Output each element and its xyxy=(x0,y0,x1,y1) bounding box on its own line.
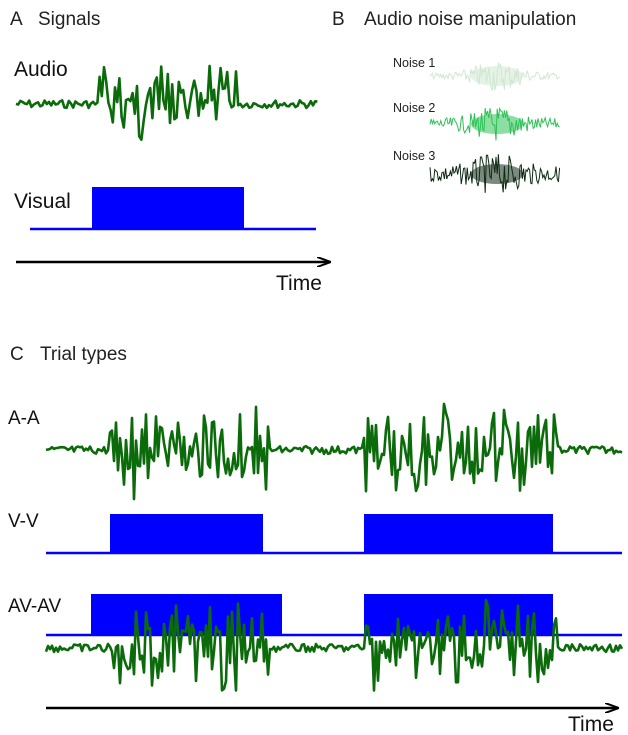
noise-1-waveform xyxy=(429,62,560,92)
trial-row-label-a-a: A-A xyxy=(8,408,40,429)
noise-1-envelope xyxy=(471,66,523,86)
audio-label: Audio xyxy=(14,58,68,81)
visual-label: Visual xyxy=(14,190,71,213)
v-v-visual-trace-on-block-2 xyxy=(364,514,553,553)
noise-1-trace xyxy=(429,62,560,92)
audio-trace xyxy=(15,64,318,141)
panel-b: B Audio noise manipulation Noise 1 Noise… xyxy=(332,9,576,193)
trial-traces xyxy=(44,402,624,692)
visual-trace-on-block-1 xyxy=(92,187,244,229)
trial-time-axis-label: Time xyxy=(568,713,614,735)
noise-3-label: Noise 3 xyxy=(393,149,435,163)
av-av-visual-trace-on-block-2 xyxy=(364,594,553,635)
panel-b-letter: B xyxy=(332,9,345,30)
noise-3-waveform xyxy=(429,154,561,193)
noise-1-label: Noise 1 xyxy=(393,56,435,70)
av-av-audio-trace xyxy=(44,598,624,692)
noise-2-waveform xyxy=(429,106,560,141)
a-a-audio-trace xyxy=(45,402,623,501)
noise-3-envelope xyxy=(471,164,523,184)
panel-a-letter: A xyxy=(10,9,23,30)
panel-a-title: Signals xyxy=(38,9,100,30)
audio-signal-waveform xyxy=(15,64,318,141)
v-v-visual-trace-on-block-1 xyxy=(110,514,263,553)
panel-a: A Signals Audio Visual Time xyxy=(10,9,330,295)
time-axis-label: Time xyxy=(276,272,322,295)
panel-c-letter: C xyxy=(10,344,24,365)
noise-waveforms xyxy=(429,62,561,193)
panel-c: C Trial types A-A V-V AV-AV Time xyxy=(8,344,624,735)
trial-row-label-v-v: V-V xyxy=(8,511,39,532)
panel-c-title: Trial types xyxy=(40,344,127,365)
trial-row-label-av-av: AV-AV xyxy=(8,596,61,617)
noise-2-label: Noise 2 xyxy=(393,101,435,115)
noise-2-envelope xyxy=(471,114,523,134)
panel-b-title: Audio noise manipulation xyxy=(364,9,576,30)
visual-signal-pulse xyxy=(30,187,316,231)
